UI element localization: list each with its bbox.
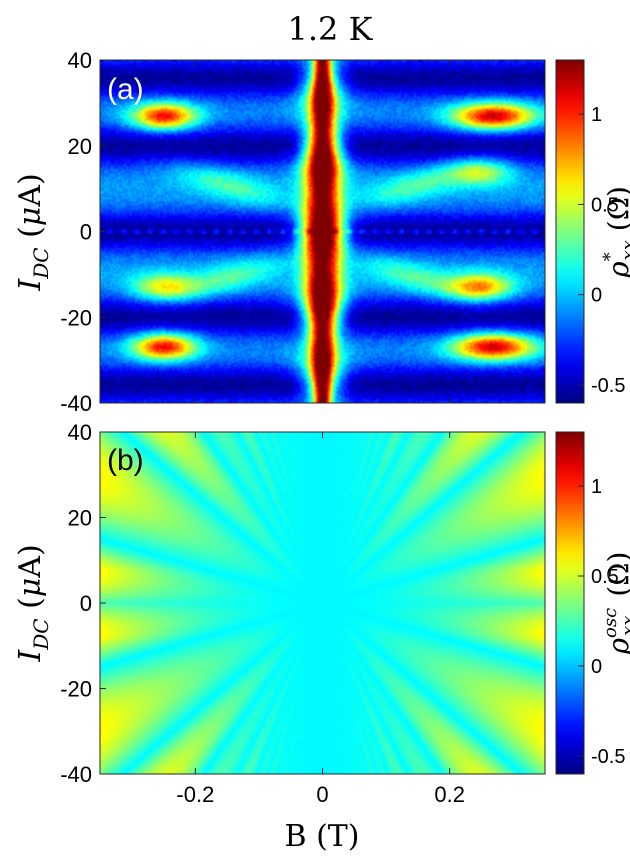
- y-ticks-a: 40 20 0 -20 -40: [60, 48, 106, 416]
- panel-label-b: (b): [107, 444, 144, 477]
- y-tick-label: 40: [68, 420, 92, 445]
- colorbar-a: [555, 59, 585, 404]
- y-tick-label: 40: [68, 48, 92, 73]
- colorbar-tick-label: 0.5: [591, 566, 619, 588]
- y-tick-label: 20: [68, 506, 92, 531]
- colorbar-tick-label: 1: [591, 104, 602, 126]
- x-tick-label: 0: [316, 782, 328, 807]
- x-axis-label: B (T): [285, 819, 360, 854]
- y-ticks-b: 40 20 0 -20 -40: [60, 420, 106, 787]
- y-tick-label: 0: [80, 220, 92, 245]
- x-tick-label: 0.2: [434, 782, 465, 807]
- colorbar-label-a: ρ*xx (Ω): [600, 186, 630, 279]
- colorbar-tick-label: 1: [591, 476, 602, 498]
- colorbar-tick-label: 0: [591, 656, 602, 678]
- colorbar-tick-label: 0.5: [591, 194, 619, 216]
- y-tick-label: 0: [80, 591, 92, 616]
- panel-label-a: (a): [107, 73, 144, 106]
- figure-title: 1.2 K: [288, 10, 374, 48]
- x-ticks-b: -0.2 0 0.2: [176, 432, 465, 807]
- colorbar-label-b: ρoscxx (Ω): [600, 552, 630, 656]
- x-tick-label: -0.2: [176, 782, 214, 807]
- heatmap-a-image: [100, 60, 545, 403]
- y-tick-label: -40: [60, 391, 92, 416]
- colorbar-tick-label: 0: [591, 285, 602, 307]
- heatmap-b-image: [100, 432, 545, 774]
- colorbar-b: [555, 431, 585, 775]
- colorbar-tick-label: -0.5: [591, 746, 625, 768]
- colorbar-ticks-b: 1 0.5 0 -0.5: [578, 476, 625, 768]
- y-tick-label: -20: [60, 677, 92, 702]
- y-tick-label: -40: [60, 762, 92, 787]
- y-axis-label-b: IDC (μA): [13, 544, 53, 662]
- y-tick-label: 20: [68, 134, 92, 159]
- colorbar-ticks-a: 1 0.5 0 -0.5: [578, 104, 625, 397]
- y-tick-label: -20: [60, 305, 92, 330]
- y-axis-label-a: IDC (μA): [13, 173, 53, 291]
- colorbar-tick-label: -0.5: [591, 375, 625, 397]
- panel-a: (a) 40 20 0 -20 -40 IDC (μA) 1 0.5 0 -0.5 ρ*xx …: [13, 48, 630, 416]
